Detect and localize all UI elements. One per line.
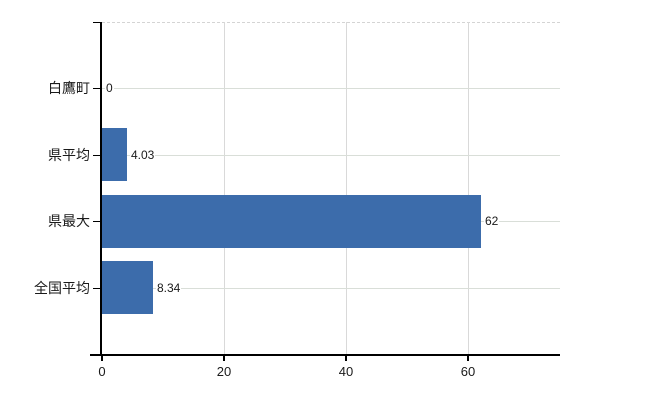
x-axis-tick [467, 356, 469, 361]
y-axis-tick [93, 88, 100, 89]
category-label: 白鷹町 [48, 80, 90, 96]
x-axis-line [90, 354, 560, 356]
bar [102, 128, 127, 181]
category-label: 県平均 [48, 147, 90, 163]
bar-value-label: 62 [484, 214, 500, 228]
x-axis-tick-label: 0 [98, 364, 106, 379]
category-gridline [102, 88, 560, 89]
bar-value-label: 8.34 [156, 281, 182, 295]
y-axis-tick [93, 288, 100, 289]
bar [102, 261, 153, 314]
y-axis-tick [93, 22, 100, 23]
plot-area-top-border [102, 22, 560, 23]
x-gridline [468, 22, 469, 354]
y-axis-tick [93, 221, 100, 222]
bar-value-label: 0 [105, 81, 114, 95]
x-axis-tick-label: 40 [338, 364, 354, 379]
bar-value-label: 4.03 [130, 148, 156, 162]
category-label: 県最大 [48, 213, 90, 229]
y-axis-line [100, 22, 102, 356]
x-axis-tick-label: 60 [460, 364, 476, 379]
x-axis-tick [223, 356, 225, 361]
x-axis-tick [345, 356, 347, 361]
x-gridline [224, 22, 225, 354]
x-axis-tick [101, 356, 103, 361]
y-axis-tick [93, 155, 100, 156]
x-gridline [346, 22, 347, 354]
x-axis-tick-label: 20 [216, 364, 232, 379]
category-label: 全国平均 [34, 280, 90, 296]
category-gridline [102, 288, 560, 289]
bar [102, 195, 481, 248]
category-gridline [102, 155, 560, 156]
